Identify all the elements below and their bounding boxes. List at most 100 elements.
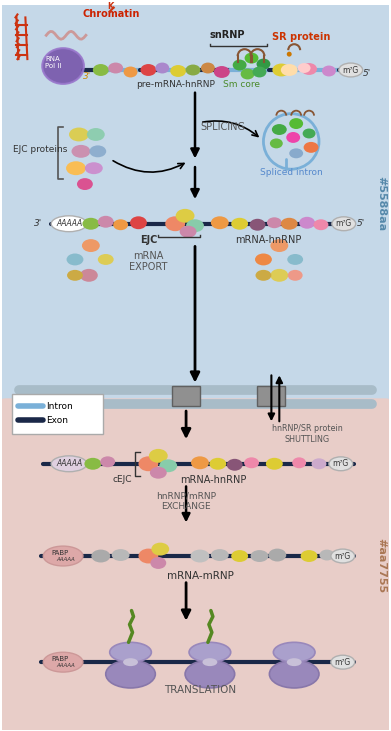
Ellipse shape [93, 64, 109, 76]
Ellipse shape [292, 458, 306, 469]
Ellipse shape [273, 64, 290, 77]
Text: m⁷G: m⁷G [335, 219, 352, 228]
Ellipse shape [140, 64, 156, 76]
Ellipse shape [90, 145, 106, 157]
Ellipse shape [150, 467, 167, 479]
Text: EJC proteins: EJC proteins [13, 145, 68, 154]
Ellipse shape [66, 254, 83, 265]
Text: mRNA-hnRNP: mRNA-hnRNP [235, 235, 301, 245]
Ellipse shape [87, 128, 105, 141]
Ellipse shape [165, 216, 185, 231]
Ellipse shape [51, 216, 87, 232]
Ellipse shape [214, 66, 230, 78]
Text: 5': 5' [362, 69, 371, 78]
Ellipse shape [233, 60, 247, 70]
Text: cEJC: cEJC [113, 475, 132, 484]
Ellipse shape [331, 655, 355, 669]
Ellipse shape [255, 254, 272, 265]
Ellipse shape [253, 67, 266, 77]
Ellipse shape [244, 458, 259, 469]
Text: Chromatin: Chromatin [82, 10, 139, 20]
Ellipse shape [329, 457, 353, 471]
Ellipse shape [110, 643, 151, 662]
FancyBboxPatch shape [0, 398, 391, 731]
Text: K: K [108, 2, 114, 12]
Ellipse shape [149, 449, 168, 463]
Ellipse shape [170, 65, 186, 77]
Ellipse shape [98, 254, 114, 265]
Ellipse shape [271, 239, 288, 252]
Ellipse shape [268, 548, 286, 561]
Ellipse shape [231, 550, 248, 562]
Ellipse shape [124, 67, 138, 77]
Ellipse shape [245, 53, 258, 64]
Text: PABP: PABP [52, 656, 69, 662]
Text: PABP: PABP [52, 550, 69, 556]
Text: m⁷G: m⁷G [343, 66, 359, 75]
Ellipse shape [271, 269, 288, 281]
Ellipse shape [186, 64, 201, 75]
Text: #aa7755: #aa7755 [377, 539, 386, 594]
Ellipse shape [43, 652, 83, 672]
Ellipse shape [84, 458, 101, 470]
Ellipse shape [339, 63, 362, 77]
Text: 5': 5' [357, 219, 365, 228]
Ellipse shape [66, 162, 86, 175]
Text: Exon: Exon [46, 416, 68, 425]
Bar [258, 387, 285, 406]
Ellipse shape [240, 69, 255, 80]
Text: #5588aa: #5588aa [377, 176, 386, 231]
Ellipse shape [201, 63, 215, 74]
Ellipse shape [322, 66, 336, 77]
Ellipse shape [288, 270, 303, 281]
Ellipse shape [151, 542, 169, 556]
Ellipse shape [42, 48, 84, 84]
Ellipse shape [98, 216, 114, 228]
Ellipse shape [100, 456, 115, 467]
Ellipse shape [211, 216, 229, 230]
Text: AAAAA: AAAAA [57, 556, 75, 561]
FancyBboxPatch shape [11, 394, 103, 434]
Ellipse shape [179, 226, 197, 238]
FancyBboxPatch shape [0, 0, 391, 415]
Ellipse shape [256, 58, 271, 69]
Ellipse shape [289, 118, 303, 129]
Ellipse shape [186, 219, 204, 232]
Ellipse shape [203, 658, 217, 666]
Text: hnRNP/mRNP
EXCHANGE: hnRNP/mRNP EXCHANGE [156, 492, 216, 511]
Ellipse shape [312, 458, 326, 469]
Ellipse shape [331, 549, 355, 563]
Ellipse shape [270, 138, 283, 148]
Ellipse shape [249, 219, 265, 231]
Ellipse shape [273, 643, 315, 662]
Ellipse shape [83, 218, 99, 230]
Ellipse shape [298, 63, 310, 73]
Text: Spliced intron: Spliced intron [260, 168, 323, 177]
Text: AAAAA: AAAAA [56, 219, 82, 228]
Text: mRNA
EXPORT: mRNA EXPORT [129, 251, 168, 272]
Ellipse shape [113, 219, 128, 230]
Ellipse shape [289, 148, 303, 159]
Ellipse shape [185, 660, 235, 688]
Ellipse shape [138, 548, 158, 564]
Ellipse shape [85, 162, 103, 174]
Ellipse shape [301, 550, 317, 562]
Ellipse shape [159, 459, 177, 472]
Ellipse shape [112, 549, 129, 561]
Ellipse shape [138, 456, 158, 471]
Text: Sm core: Sm core [223, 80, 260, 89]
Ellipse shape [319, 550, 334, 561]
Ellipse shape [190, 550, 210, 562]
Ellipse shape [176, 209, 194, 223]
Ellipse shape [231, 218, 248, 230]
Ellipse shape [91, 550, 110, 562]
Ellipse shape [281, 218, 298, 230]
Ellipse shape [287, 254, 303, 265]
Ellipse shape [69, 127, 89, 141]
Ellipse shape [272, 124, 287, 135]
Ellipse shape [314, 219, 328, 230]
Ellipse shape [301, 63, 317, 75]
Text: TRANSLATION: TRANSLATION [164, 685, 236, 695]
Ellipse shape [287, 52, 292, 56]
Text: Intron: Intron [46, 402, 73, 411]
